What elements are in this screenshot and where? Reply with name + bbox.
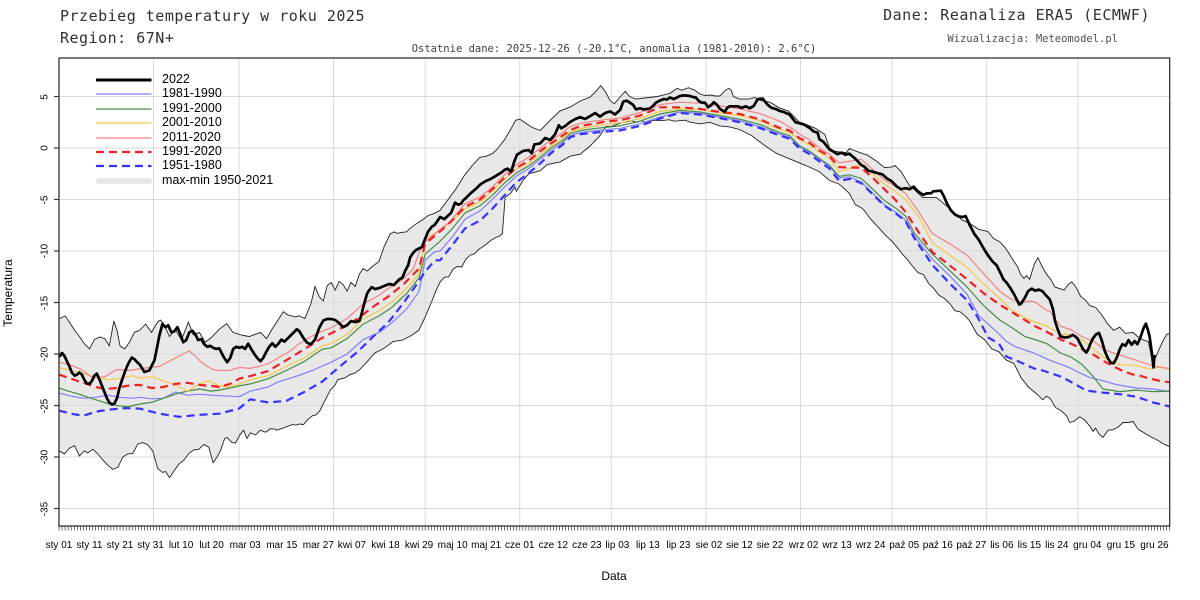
legend-label: 2011-2020 bbox=[162, 129, 221, 144]
x-tick-label: paź 16 bbox=[922, 540, 953, 551]
x-tick-label: kwi 18 bbox=[371, 540, 400, 551]
series-2011-2020 bbox=[58, 101, 1170, 379]
legend-label: 2001-2010 bbox=[162, 115, 222, 130]
x-tick-label: sty 01 bbox=[45, 540, 73, 551]
x-axis-title: Data bbox=[601, 569, 627, 583]
visualization-credit: Wizualizacja: Meteomodel.pl bbox=[947, 33, 1118, 45]
x-tick-label: lis 06 bbox=[990, 540, 1014, 551]
y-tick-label: -15 bbox=[39, 295, 51, 310]
series-2022 bbox=[57, 94, 1156, 406]
x-tick-label: paź 27 bbox=[956, 540, 987, 551]
series-1981-1990 bbox=[58, 111, 1170, 400]
y-tick-label: -35 bbox=[39, 501, 51, 516]
x-tick-label: sty 31 bbox=[137, 540, 164, 551]
x-tick-label: lip 13 bbox=[635, 540, 660, 551]
x-tick-label: lut 10 bbox=[168, 540, 194, 551]
minmax-band-fill bbox=[59, 85, 1170, 478]
x-tick-label: cze 01 bbox=[505, 540, 535, 551]
y-axis-title: Temperatura bbox=[1, 259, 15, 327]
x-tick-label: gru 15 bbox=[1106, 540, 1136, 551]
x-tick-label: sie 12 bbox=[726, 540, 753, 551]
x-tick-label: kwi 07 bbox=[337, 540, 367, 551]
y-tick-label: 0 bbox=[39, 145, 51, 151]
y-tick-label: -10 bbox=[39, 243, 51, 259]
x-tick-label: lut 20 bbox=[199, 540, 224, 551]
y-tick-label: -30 bbox=[39, 449, 51, 465]
legend-label: max-min 1950-2021 bbox=[162, 172, 274, 187]
x-tick-label: paź 05 bbox=[889, 540, 920, 551]
x-tick-label: cze 23 bbox=[572, 540, 602, 551]
x-tick-label: sie 22 bbox=[756, 540, 784, 551]
chart-region-subtitle: Region: 67N+ bbox=[60, 29, 175, 47]
y-tick-label: -25 bbox=[39, 398, 51, 413]
y-tick-label: -5 bbox=[39, 195, 51, 204]
x-tick-label: mar 15 bbox=[266, 540, 298, 551]
chart-title: Przebieg temperatury w roku 2025 bbox=[60, 7, 365, 25]
x-tick-label: lis 24 bbox=[1045, 540, 1069, 551]
data-source-label: Dane: Reanaliza ERA5 (ECMWF) bbox=[883, 6, 1150, 24]
last-data-subtitle: Ostatnie dane: 2025-12-26 (-20.1°C, anom… bbox=[411, 43, 817, 55]
x-tick-label: lip 03 bbox=[605, 540, 630, 551]
x-tick-label: mar 27 bbox=[302, 540, 334, 551]
legend-label: 2022 bbox=[162, 72, 190, 86]
series-1951-1980 bbox=[58, 111, 1170, 418]
series-2001-2010 bbox=[58, 108, 1170, 392]
x-tick-label: lip 23 bbox=[666, 540, 691, 551]
x-tick-label: cze 12 bbox=[538, 540, 569, 551]
x-tick-label: gru 04 bbox=[1073, 540, 1102, 551]
series-1991-2000 bbox=[58, 109, 1170, 408]
x-tick-label: wrz 13 bbox=[822, 540, 852, 551]
legend-label: 1991-2000 bbox=[162, 100, 222, 115]
y-tick-label: 5 bbox=[39, 93, 51, 100]
y-tick-label: -20 bbox=[39, 346, 51, 362]
x-tick-label: lis 15 bbox=[1017, 540, 1042, 551]
x-tick-label: sty 21 bbox=[106, 540, 134, 551]
band-bottom-outline bbox=[58, 119, 1170, 479]
x-tick-label: mar 03 bbox=[229, 540, 261, 551]
x-tick-label: kwi 29 bbox=[404, 540, 434, 551]
x-tick-label: maj 10 bbox=[437, 540, 468, 551]
legend-label: 1981-1990 bbox=[162, 86, 222, 101]
band-top-outline bbox=[58, 84, 1170, 365]
legend-label: 1951-1980 bbox=[162, 158, 222, 173]
x-tick-label: sie 02 bbox=[695, 540, 723, 551]
x-tick-label: maj 21 bbox=[471, 540, 502, 551]
legend-band-sample bbox=[96, 177, 152, 184]
legend-label: 1991-2020 bbox=[162, 144, 222, 158]
x-tick-label: wrz 24 bbox=[855, 540, 886, 551]
x-tick-label: gru 26 bbox=[1140, 540, 1169, 551]
x-tick-label: wrz 02 bbox=[788, 540, 819, 551]
x-tick-label: sty 11 bbox=[76, 540, 103, 551]
